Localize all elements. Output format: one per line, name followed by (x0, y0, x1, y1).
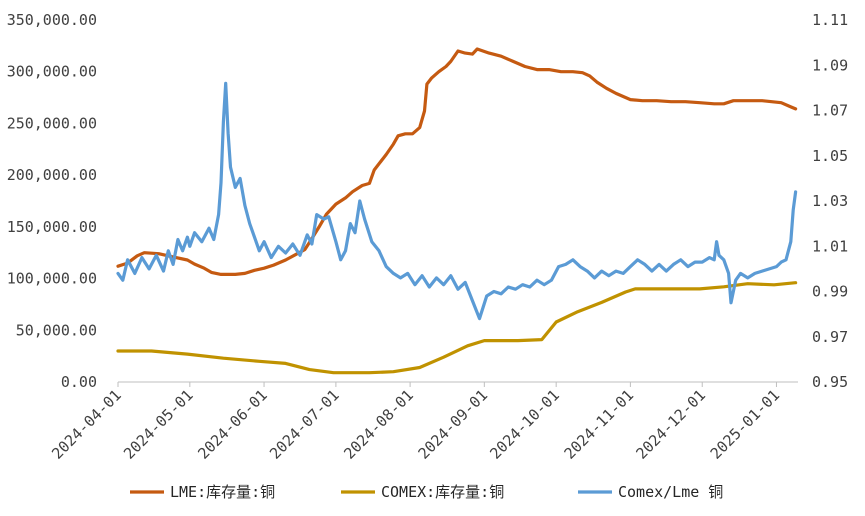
axes-layer: 0.00 50,000.00 100,000.00 150,000.00 200,000… (7, 11, 848, 463)
y-tick-label: 150,000.00 (7, 218, 97, 236)
y2-tick-label: 1.07 (812, 102, 848, 120)
legend: LME:库存量:铜 COMEX:库存量:铜 Comex/Lme 铜 (130, 483, 723, 501)
x-tick-label: 2024-04-01 (48, 386, 125, 463)
y2-tick-label: 1.09 (812, 56, 848, 74)
series-line-0 (116, 47, 798, 276)
x-tick-label: 2024-08-01 (340, 386, 417, 463)
x-tick-label: 2024-07-01 (266, 386, 343, 463)
x-tick-label: 2024-11-01 (561, 386, 638, 463)
x-tick-label: 2024-10-01 (486, 386, 563, 463)
y-tick-label: 50,000.00 (16, 321, 97, 339)
y2-tick-label: 0.99 (812, 283, 848, 301)
legend-label-0: LME:库存量:铜 (170, 483, 275, 501)
y2-tick-label: 1.11 (812, 11, 848, 29)
x-tick-label: 2024-06-01 (194, 386, 271, 463)
y-tick-label: 100,000.00 (7, 270, 97, 288)
x-tick-label: 2025-01-01 (707, 386, 784, 463)
series-line-2 (116, 81, 798, 321)
x-tick-label: 2024-09-01 (415, 386, 492, 463)
series-line-1 (116, 281, 798, 375)
y-tick-label: 200,000.00 (7, 166, 97, 184)
x-tick-label: 2024-05-01 (120, 386, 197, 463)
y2-tick-label: 1.03 (812, 192, 848, 210)
legend-label-2: Comex/Lme 铜 (618, 483, 723, 501)
y-tick-label: 0.00 (61, 373, 97, 391)
series-layer (116, 47, 798, 375)
y2-tick-label: 1.05 (812, 147, 848, 165)
y2-tick-label: 0.95 (812, 373, 848, 391)
x-tick-label: 2024-12-01 (632, 386, 709, 463)
y-tick-label: 300,000.00 (7, 63, 97, 81)
legend-label-1: COMEX:库存量:铜 (381, 483, 504, 501)
y-tick-label: 250,000.00 (7, 114, 97, 132)
y-tick-label: 350,000.00 (7, 11, 97, 29)
y2-tick-label: 0.97 (812, 328, 848, 346)
y2-tick-label: 1.01 (812, 237, 848, 255)
